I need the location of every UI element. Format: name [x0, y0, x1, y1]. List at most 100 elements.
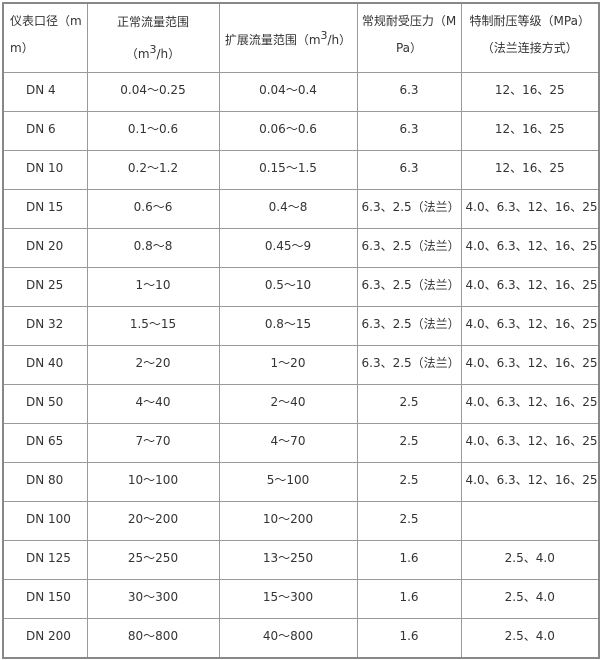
header-diameter: 仪表口径（mm）: [2, 2, 88, 73]
cell-diameter: DN 50: [2, 384, 88, 424]
header-normal-flow-suffix: /h）: [156, 46, 181, 61]
table-row: DN 20 0.8～8 0.45～9 6.3、2.5（法兰） 4.0、6.3、12、16…: [2, 228, 600, 268]
header-special-pressure: 特制耐压等级（MPa）（法兰连接方式）: [460, 2, 600, 73]
cell-extended-flow: 40～800: [218, 618, 358, 658]
cell-special-pressure: 4.0、6.3、12、16、25: [460, 345, 600, 385]
cell-extended-flow: 0.15～1.5: [218, 150, 358, 190]
cell-special-pressure: 12、16、25: [460, 150, 600, 190]
cell-normal-pressure: 1.6: [356, 579, 462, 619]
cell-diameter: DN 200: [2, 618, 88, 658]
cell-normal-pressure: 6.3: [356, 111, 462, 151]
cell-normal-pressure: 6.3、2.5（法兰）: [356, 228, 462, 268]
header-extended-flow-prefix: 扩展流量范围（m: [224, 33, 321, 47]
cell-extended-flow: 4～70: [218, 423, 358, 463]
cell-extended-flow: 0.4～8: [218, 189, 358, 229]
cell-normal-flow: 0.6～6: [86, 189, 220, 229]
cell-extended-flow: 0.5～10: [218, 267, 358, 307]
cell-diameter: DN 25: [2, 267, 88, 307]
cell-special-pressure: 4.0、6.3、12、16、25: [460, 462, 600, 502]
header-extended-flow-suffix: /h）: [327, 33, 352, 47]
cell-normal-flow: 0.04～0.25: [86, 72, 220, 112]
table-row: DN 10 0.2～1.2 0.15～1.5 6.3 12、16、25: [2, 150, 600, 190]
cell-diameter: DN 32: [2, 306, 88, 346]
cell-normal-pressure: 1.6: [356, 540, 462, 580]
cell-extended-flow: 1～20: [218, 345, 358, 385]
cell-diameter: DN 40: [2, 345, 88, 385]
cell-diameter: DN 150: [2, 579, 88, 619]
cell-special-pressure: 12、16、25: [460, 111, 600, 151]
cell-normal-flow: 4～40: [86, 384, 220, 424]
table-row: DN 65 7～70 4～70 2.5 4.0、6.3、12、16、25: [2, 423, 600, 463]
cell-special-pressure: 2.5、4.0: [460, 618, 600, 658]
cell-normal-pressure: 6.3、2.5（法兰）: [356, 267, 462, 307]
cell-normal-flow: 0.2～1.2: [86, 150, 220, 190]
cell-normal-flow: 1.5～15: [86, 306, 220, 346]
cell-normal-flow: 25～250: [86, 540, 220, 580]
cell-diameter: DN 80: [2, 462, 88, 502]
cell-diameter: DN 10: [2, 150, 88, 190]
cell-normal-pressure: 2.5: [356, 462, 462, 502]
cell-normal-pressure: 2.5: [356, 423, 462, 463]
cell-normal-pressure: 1.6: [356, 618, 462, 658]
cell-special-pressure: 12、16、25: [460, 72, 600, 112]
table-row: DN 4 0.04～0.25 0.04～0.4 6.3 12、16、25: [2, 72, 600, 112]
cell-diameter: DN 20: [2, 228, 88, 268]
cell-normal-flow: 1～10: [86, 267, 220, 307]
cell-normal-flow: 0.1～0.6: [86, 111, 220, 151]
cell-extended-flow: 5～100: [218, 462, 358, 502]
table-row: DN 15 0.6～6 0.4～8 6.3、2.5（法兰） 4.0、6.3、12、16、…: [2, 189, 600, 229]
cell-diameter: DN 100: [2, 501, 88, 541]
cell-diameter: DN 15: [2, 189, 88, 229]
cell-extended-flow: 0.04～0.4: [218, 72, 358, 112]
table-row: DN 125 25～250 13～250 1.6 2.5、4.0: [2, 540, 600, 580]
cell-normal-flow: 7～70: [86, 423, 220, 463]
table-row: DN 25 1～10 0.5～10 6.3、2.5（法兰） 4.0、6.3、12、16、…: [2, 267, 600, 307]
cell-extended-flow: 15～300: [218, 579, 358, 619]
cell-normal-flow: 2～20: [86, 345, 220, 385]
cell-diameter: DN 125: [2, 540, 88, 580]
cell-diameter: DN 65: [2, 423, 88, 463]
cell-normal-flow: 80～800: [86, 618, 220, 658]
cell-normal-pressure: 6.3、2.5（法兰）: [356, 345, 462, 385]
header-normal-pressure: 常规耐受压力（MPa）: [356, 2, 462, 73]
cell-special-pressure: [460, 501, 600, 541]
table-row: DN 32 1.5～15 0.8～15 6.3、2.5（法兰） 4.0、6.3、12、1…: [2, 306, 600, 346]
header-row: 仪表口径（mm） 正常流量范围（m3/h） 扩展流量范围（m3/h） 常规耐受压…: [2, 2, 600, 73]
cell-normal-pressure: 6.3: [356, 72, 462, 112]
table-row: DN 40 2～20 1～20 6.3、2.5（法兰） 4.0、6.3、12、16、25: [2, 345, 600, 385]
cell-normal-flow: 20～200: [86, 501, 220, 541]
table-row: DN 200 80～800 40～800 1.6 2.5、4.0: [2, 618, 600, 658]
cell-extended-flow: 0.45～9: [218, 228, 358, 268]
cell-normal-pressure: 6.3、2.5（法兰）: [356, 189, 462, 229]
cell-extended-flow: 13～250: [218, 540, 358, 580]
cell-special-pressure: 4.0、6.3、12、16、25: [460, 384, 600, 424]
table-row: DN 50 4～40 2～40 2.5 4.0、6.3、12、16、25: [2, 384, 600, 424]
cell-extended-flow: 0.8～15: [218, 306, 358, 346]
table-row: DN 6 0.1～0.6 0.06～0.6 6.3 12、16、25: [2, 111, 600, 151]
table-row: DN 100 20～200 10～200 2.5: [2, 501, 600, 541]
cell-normal-flow: 30～300: [86, 579, 220, 619]
cell-special-pressure: 4.0、6.3、12、16、25: [460, 228, 600, 268]
cell-normal-pressure: 2.5: [356, 501, 462, 541]
cell-special-pressure: 2.5、4.0: [460, 579, 600, 619]
table-row: DN 150 30～300 15～300 1.6 2.5、4.0: [2, 579, 600, 619]
cell-special-pressure: 4.0、6.3、12、16、25: [460, 267, 600, 307]
cell-diameter: DN 4: [2, 72, 88, 112]
header-extended-flow-sup: 3: [320, 29, 328, 42]
cell-normal-flow: 10～100: [86, 462, 220, 502]
cell-normal-pressure: 6.3、2.5（法兰）: [356, 306, 462, 346]
cell-special-pressure: 4.0、6.3、12、16、25: [460, 189, 600, 229]
header-normal-flow-sup: 3: [149, 42, 157, 56]
header-normal-flow: 正常流量范围（m3/h）: [86, 2, 220, 73]
cell-extended-flow: 10～200: [218, 501, 358, 541]
cell-extended-flow: 2～40: [218, 384, 358, 424]
header-normal-flow-prefix: 正常流量范围（m: [116, 14, 189, 61]
header-extended-flow: 扩展流量范围（m3/h）: [218, 2, 358, 73]
cell-normal-flow: 0.8～8: [86, 228, 220, 268]
table-row: DN 80 10～100 5～100 2.5 4.0、6.3、12、16、25: [2, 462, 600, 502]
cell-special-pressure: 2.5、4.0: [460, 540, 600, 580]
cell-extended-flow: 0.06～0.6: [218, 111, 358, 151]
cell-special-pressure: 4.0、6.3、12、16、25: [460, 423, 600, 463]
cell-diameter: DN 6: [2, 111, 88, 151]
